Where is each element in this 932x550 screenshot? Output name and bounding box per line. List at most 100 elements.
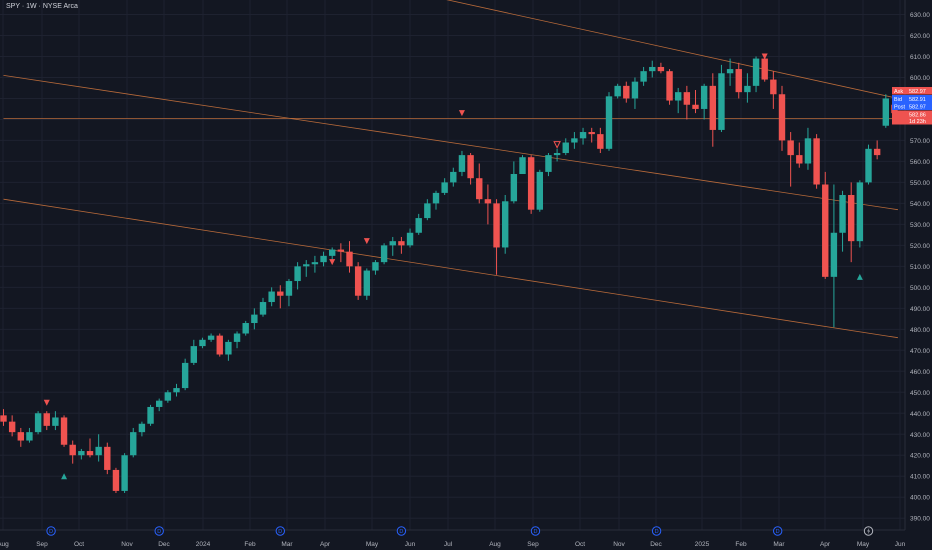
candle-down xyxy=(17,427,24,447)
y-tick-label: 440.00 xyxy=(910,411,930,418)
candle-body xyxy=(640,71,647,82)
candle-body xyxy=(476,178,483,200)
dividend-marker[interactable]: D xyxy=(46,526,56,536)
candle-body xyxy=(216,335,223,355)
candle-body xyxy=(277,291,284,296)
trendline[interactable] xyxy=(332,0,898,99)
x-tick-label: Jun xyxy=(895,541,906,548)
candle-body xyxy=(882,98,889,126)
candle-down xyxy=(104,442,111,475)
candle-up xyxy=(294,262,301,290)
dividend-circle xyxy=(651,526,662,536)
y-tick-label: 490.00 xyxy=(910,306,930,313)
candle-body xyxy=(259,302,267,315)
candle-body xyxy=(207,335,215,340)
x-tick-label: Aug xyxy=(489,541,501,548)
candle-up xyxy=(320,251,327,267)
candle-down xyxy=(337,243,345,263)
candle-body xyxy=(17,432,24,441)
dividend-marker[interactable]: D xyxy=(651,526,662,536)
candle-body xyxy=(848,194,855,242)
candle-up xyxy=(830,184,838,328)
candle-down xyxy=(216,333,223,357)
candle-down xyxy=(476,163,483,204)
dividend-marker[interactable]: D xyxy=(396,526,407,536)
candle-up xyxy=(311,255,319,273)
candle-up xyxy=(553,148,561,162)
dividend-circle xyxy=(46,526,56,536)
candle-down xyxy=(597,127,604,154)
x-tick-label: Oct xyxy=(74,541,84,548)
y-tick-label: 400.00 xyxy=(910,495,930,502)
earnings-marker[interactable] xyxy=(863,526,874,536)
candle-body xyxy=(199,339,206,347)
candle-down xyxy=(770,71,777,109)
candle-up xyxy=(510,161,518,204)
candle-body xyxy=(813,138,820,185)
candle-up xyxy=(26,427,33,443)
candle-body xyxy=(804,138,812,164)
candle-body xyxy=(130,432,137,456)
candle-down xyxy=(277,285,284,309)
candle-down xyxy=(467,153,474,185)
x-tick-label: 2025 xyxy=(695,541,710,548)
candle-down xyxy=(822,171,829,279)
dividend-label: D xyxy=(49,529,53,535)
candle-body xyxy=(311,262,319,265)
candle-up xyxy=(562,138,569,156)
price-tag: Bid 582.91 xyxy=(892,95,932,103)
candle-body xyxy=(8,421,16,433)
candle-body xyxy=(52,417,59,426)
candle-body xyxy=(354,266,362,296)
candle-up xyxy=(199,337,206,349)
trendline[interactable] xyxy=(3,198,898,339)
candle-down xyxy=(112,467,120,494)
candle-up xyxy=(173,383,180,397)
y-tick-label: 620.00 xyxy=(910,33,930,40)
candle-body xyxy=(675,92,682,101)
dividend-marker[interactable]: D xyxy=(772,526,783,536)
x-tick-label: Sep xyxy=(527,541,539,548)
y-tick-label: 450.00 xyxy=(910,390,930,397)
y-tick-label: 430.00 xyxy=(910,432,930,439)
y-tick-label: 420.00 xyxy=(910,453,930,460)
x-tick-label: 2024 xyxy=(196,541,211,548)
candle-up xyxy=(700,83,708,120)
dividend-label: D xyxy=(776,529,780,535)
candle-body xyxy=(406,232,414,246)
candle-down xyxy=(848,182,855,263)
time-axis[interactable]: Aug Sep Oct Nov Dec 2024 Feb Mar Apr May Jun Jul Aug… xyxy=(0,529,906,548)
dividend-marker[interactable]: D xyxy=(154,526,164,536)
candle-up xyxy=(363,268,370,300)
candle-body xyxy=(43,413,50,426)
trendlines[interactable] xyxy=(3,0,898,339)
candle-up xyxy=(190,339,197,365)
y-tick-label: 550.00 xyxy=(910,180,930,187)
candle-up xyxy=(458,150,466,177)
candle-down xyxy=(796,142,803,168)
candle-up xyxy=(380,243,388,265)
dividend-marker[interactable]: D xyxy=(530,526,541,536)
candle-body xyxy=(69,444,76,456)
candle-up xyxy=(406,228,414,248)
candle-up xyxy=(424,199,431,221)
trendline[interactable] xyxy=(3,74,898,211)
price-axis[interactable]: 390.00 400.00 410.00 420.00 430.00 440.00 450.… xyxy=(904,0,930,530)
candle-body xyxy=(519,157,526,175)
candle-body xyxy=(441,182,448,193)
dividend-marker[interactable]: D xyxy=(275,526,285,536)
candle-body xyxy=(536,171,543,210)
y-tick-label: 470.00 xyxy=(910,348,930,355)
y-tick-label: 390.00 xyxy=(910,516,930,523)
candle-body xyxy=(225,341,232,355)
candle-down xyxy=(666,69,673,105)
candle-up xyxy=(571,132,578,149)
candle-body xyxy=(873,148,881,156)
candle-body xyxy=(156,400,163,407)
candle-body xyxy=(484,199,492,204)
x-tick-label: Apr xyxy=(820,541,831,548)
candle-down xyxy=(484,184,492,225)
